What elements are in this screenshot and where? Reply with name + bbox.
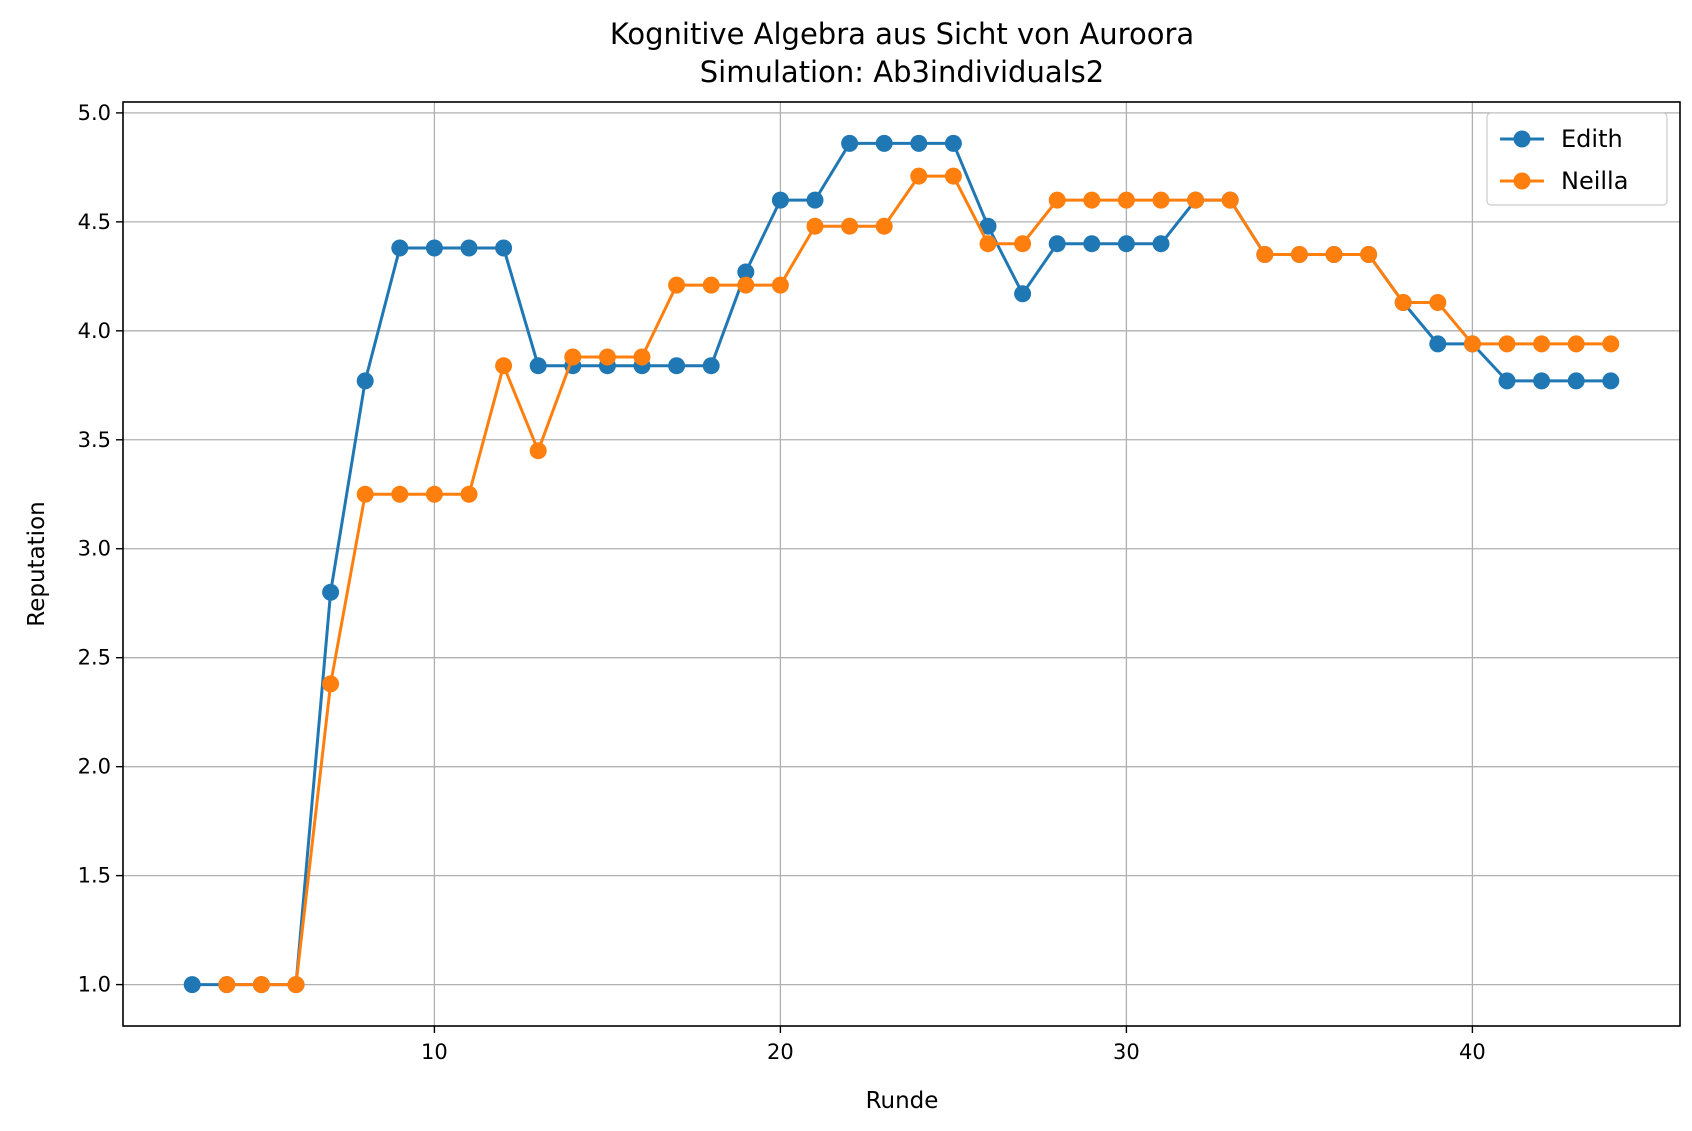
data-point-neilla — [425, 485, 443, 503]
data-point-neilla — [1498, 335, 1516, 353]
data-point-edith — [495, 239, 513, 257]
data-point-neilla — [771, 276, 789, 294]
x-tick-label: 40 — [1459, 1040, 1486, 1064]
data-point-edith — [391, 239, 409, 257]
x-tick-label: 30 — [1113, 1040, 1140, 1064]
data-point-edith — [183, 976, 201, 994]
data-point-neilla — [564, 348, 582, 366]
x-axis-label: Runde — [866, 1088, 939, 1114]
data-point-neilla — [806, 217, 824, 235]
data-point-edith — [1533, 372, 1551, 390]
series-group — [183, 134, 1620, 994]
x-tick-label: 20 — [767, 1040, 794, 1064]
data-point-edith — [806, 191, 824, 209]
data-point-edith — [1117, 235, 1135, 253]
y-tick-label: 2.5 — [78, 646, 111, 670]
chart-title: Kognitive Algebra aus Sicht von Auroora — [610, 17, 1194, 51]
data-point-neilla — [1083, 191, 1101, 209]
data-point-neilla — [460, 485, 478, 503]
legend-label-neilla: Neilla — [1561, 167, 1628, 195]
data-point-edith — [944, 134, 962, 152]
data-point-neilla — [1152, 191, 1170, 209]
legend-label-edith: Edith — [1561, 125, 1623, 153]
data-point-neilla — [1187, 191, 1205, 209]
data-point-neilla — [529, 442, 547, 460]
data-point-edith — [875, 134, 893, 152]
data-point-neilla — [1463, 335, 1481, 353]
data-point-edith — [356, 372, 374, 390]
data-point-edith — [702, 357, 720, 375]
x-axis-ticks: 10 20 30 40 — [421, 1026, 1486, 1064]
data-point-neilla — [1429, 294, 1447, 311]
data-point-neilla — [391, 485, 409, 503]
data-point-edith — [737, 263, 755, 281]
data-point-neilla — [1533, 335, 1551, 353]
data-point-neilla — [218, 976, 236, 994]
legend-marker-neilla — [1513, 172, 1531, 190]
y-tick-label: 1.5 — [78, 864, 111, 888]
data-point-neilla — [1048, 191, 1066, 209]
data-point-neilla — [910, 167, 928, 185]
plot-frame — [122, 101, 1681, 1027]
data-point-neilla — [1360, 246, 1378, 263]
data-point-neilla — [322, 675, 340, 693]
y-axis-ticks: 1.0 1.5 2.0 2.5 3.0 3.5 4.0 4.5 5.0 — [78, 101, 123, 997]
data-point-neilla — [1290, 246, 1308, 263]
y-tick-label: 4.0 — [78, 319, 111, 343]
data-point-neilla — [737, 276, 755, 294]
data-point-edith — [1602, 372, 1620, 390]
data-point-edith — [1429, 335, 1447, 353]
y-tick-label: 3.5 — [78, 428, 111, 452]
data-point-neilla — [287, 976, 305, 994]
data-point-neilla — [1567, 335, 1585, 353]
y-tick-label: 2.0 — [78, 755, 111, 779]
y-tick-label: 4.5 — [78, 210, 111, 234]
data-point-neilla — [1221, 191, 1239, 209]
y-tick-label: 1.0 — [78, 973, 111, 997]
data-point-edith — [1014, 285, 1032, 303]
data-point-neilla — [598, 348, 616, 366]
data-point-edith — [910, 134, 928, 152]
data-point-edith — [460, 239, 478, 257]
data-point-neilla — [1117, 191, 1135, 209]
data-point-edith — [841, 134, 859, 152]
data-point-neilla — [1394, 294, 1412, 311]
data-point-neilla — [979, 235, 997, 253]
y-tick-label: 5.0 — [78, 101, 111, 125]
data-point-neilla — [495, 357, 513, 375]
series-neilla — [218, 167, 1620, 994]
data-point-neilla — [1325, 246, 1343, 263]
data-point-edith — [1498, 372, 1516, 390]
data-point-edith — [1152, 235, 1170, 253]
legend-marker-edith — [1513, 130, 1531, 148]
data-point-edith — [1048, 235, 1066, 253]
y-axis-label: Reputation — [24, 501, 50, 626]
data-point-neilla — [944, 167, 962, 185]
data-point-neilla — [356, 485, 374, 503]
data-point-edith — [771, 191, 789, 209]
data-point-neilla — [668, 276, 686, 294]
data-point-neilla — [1602, 335, 1620, 353]
data-point-edith — [322, 583, 340, 601]
data-point-edith — [425, 239, 443, 257]
legend: Edith Neilla — [1486, 112, 1668, 206]
data-point-edith — [1567, 372, 1585, 390]
data-point-neilla — [1256, 246, 1274, 263]
data-point-edith — [979, 217, 997, 235]
data-point-neilla — [1014, 235, 1032, 253]
chart-subtitle: Simulation: Ab3individuals2 — [700, 55, 1104, 89]
data-point-edith — [668, 357, 686, 375]
data-point-edith — [1083, 235, 1101, 253]
data-point-neilla — [633, 348, 651, 366]
data-point-neilla — [252, 976, 270, 994]
data-point-neilla — [702, 276, 720, 294]
data-point-edith — [529, 357, 547, 375]
data-point-neilla — [875, 217, 893, 235]
x-tick-label: 10 — [421, 1040, 448, 1064]
grid — [123, 102, 1680, 1026]
data-point-neilla — [841, 217, 859, 235]
y-tick-label: 3.0 — [78, 537, 111, 561]
